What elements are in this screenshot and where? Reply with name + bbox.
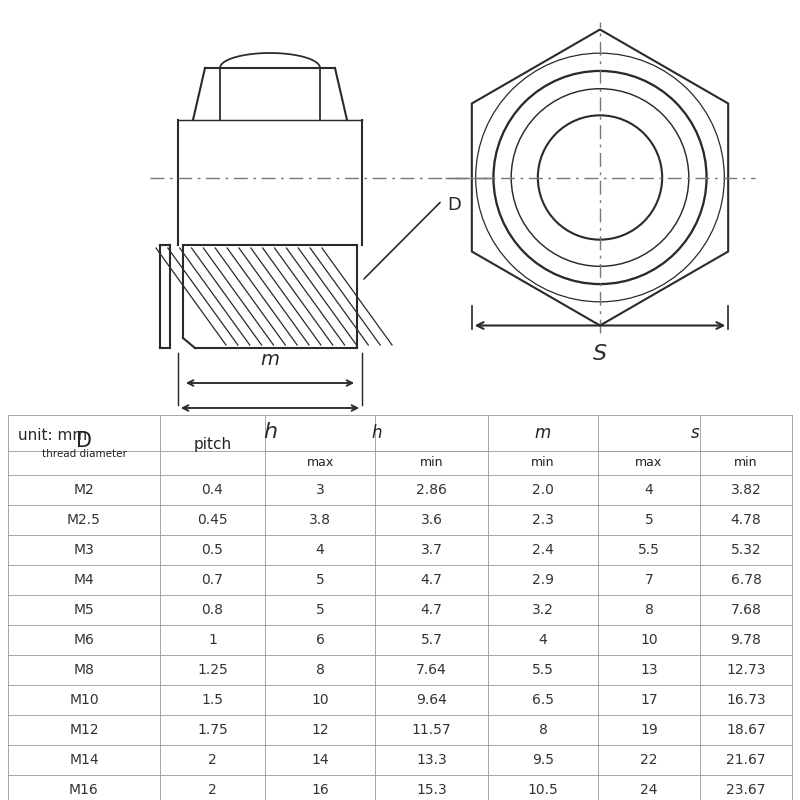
Text: 10: 10: [640, 633, 658, 647]
Text: 5: 5: [645, 513, 654, 527]
Text: M5: M5: [74, 603, 94, 617]
Text: 7.68: 7.68: [730, 603, 762, 617]
Text: 16.73: 16.73: [726, 693, 766, 707]
Text: 2.3: 2.3: [532, 513, 554, 527]
Text: 2: 2: [208, 753, 217, 767]
Text: 9.78: 9.78: [730, 633, 762, 647]
Text: 4.7: 4.7: [421, 573, 442, 587]
Text: M2.5: M2.5: [67, 513, 101, 527]
Text: 4: 4: [316, 543, 324, 557]
Text: thread diameter: thread diameter: [42, 449, 126, 459]
Text: 2: 2: [208, 783, 217, 797]
Text: 7: 7: [645, 573, 654, 587]
Text: M6: M6: [74, 633, 94, 647]
Text: 1: 1: [208, 633, 217, 647]
Text: 13.3: 13.3: [416, 753, 447, 767]
Text: 9.64: 9.64: [416, 693, 447, 707]
Text: pitch: pitch: [194, 438, 231, 453]
Text: 15.3: 15.3: [416, 783, 447, 797]
Text: 3.2: 3.2: [532, 603, 554, 617]
Text: M10: M10: [69, 693, 99, 707]
Text: 0.8: 0.8: [202, 603, 223, 617]
Text: 4: 4: [645, 483, 654, 497]
Text: 5.7: 5.7: [421, 633, 442, 647]
Text: 18.67: 18.67: [726, 723, 766, 737]
Text: 4.78: 4.78: [730, 513, 762, 527]
Text: 21.67: 21.67: [726, 753, 766, 767]
Text: M14: M14: [69, 753, 99, 767]
Text: 6.78: 6.78: [730, 573, 762, 587]
Text: 3.8: 3.8: [309, 513, 331, 527]
Text: s: s: [690, 424, 699, 442]
Text: M4: M4: [74, 573, 94, 587]
Text: 23.67: 23.67: [726, 783, 766, 797]
Text: h: h: [371, 424, 382, 442]
Text: 3.6: 3.6: [421, 513, 442, 527]
Text: 3.82: 3.82: [730, 483, 762, 497]
Text: 10: 10: [311, 693, 329, 707]
Text: m: m: [261, 350, 279, 369]
Text: 8: 8: [315, 663, 325, 677]
Text: 4: 4: [538, 633, 547, 647]
Text: 12.73: 12.73: [726, 663, 766, 677]
Text: M16: M16: [69, 783, 99, 797]
Text: 2.4: 2.4: [532, 543, 554, 557]
Text: M8: M8: [74, 663, 94, 677]
Text: 16: 16: [311, 783, 329, 797]
Text: M2: M2: [74, 483, 94, 497]
Text: 5.5: 5.5: [532, 663, 554, 677]
Text: 0.7: 0.7: [202, 573, 223, 587]
Text: 1.75: 1.75: [197, 723, 228, 737]
Text: 24: 24: [640, 783, 658, 797]
Text: M3: M3: [74, 543, 94, 557]
Text: 13: 13: [640, 663, 658, 677]
Text: 6.5: 6.5: [532, 693, 554, 707]
Text: S: S: [593, 343, 607, 363]
Text: 14: 14: [311, 753, 329, 767]
Text: 0.4: 0.4: [202, 483, 223, 497]
Text: 5: 5: [316, 603, 324, 617]
Text: h: h: [263, 422, 277, 442]
Text: 11.57: 11.57: [412, 723, 451, 737]
Text: min: min: [734, 457, 758, 470]
Text: min: min: [531, 457, 554, 470]
Text: max: max: [306, 457, 334, 470]
Text: 8: 8: [645, 603, 654, 617]
Text: 7.64: 7.64: [416, 663, 447, 677]
Text: 3.7: 3.7: [421, 543, 442, 557]
Text: D: D: [76, 431, 92, 451]
Text: 12: 12: [311, 723, 329, 737]
Text: 22: 22: [640, 753, 658, 767]
Text: 1.25: 1.25: [197, 663, 228, 677]
Text: 2.86: 2.86: [416, 483, 447, 497]
Text: 6: 6: [315, 633, 325, 647]
Text: 5: 5: [316, 573, 324, 587]
Text: m: m: [535, 424, 551, 442]
Text: 5.32: 5.32: [730, 543, 762, 557]
Text: 5.5: 5.5: [638, 543, 660, 557]
Text: 0.5: 0.5: [202, 543, 223, 557]
Text: 17: 17: [640, 693, 658, 707]
Text: D: D: [447, 197, 461, 214]
Text: 3: 3: [316, 483, 324, 497]
Text: 9.5: 9.5: [532, 753, 554, 767]
Text: 2.9: 2.9: [532, 573, 554, 587]
Text: 8: 8: [538, 723, 547, 737]
Text: 10.5: 10.5: [528, 783, 558, 797]
Text: max: max: [635, 457, 662, 470]
Text: 4.7: 4.7: [421, 603, 442, 617]
Text: 0.45: 0.45: [197, 513, 228, 527]
Text: unit: mm: unit: mm: [18, 428, 87, 443]
Text: M12: M12: [69, 723, 99, 737]
Text: 19: 19: [640, 723, 658, 737]
Text: min: min: [420, 457, 443, 470]
Text: 1.5: 1.5: [202, 693, 223, 707]
Text: 2.0: 2.0: [532, 483, 554, 497]
